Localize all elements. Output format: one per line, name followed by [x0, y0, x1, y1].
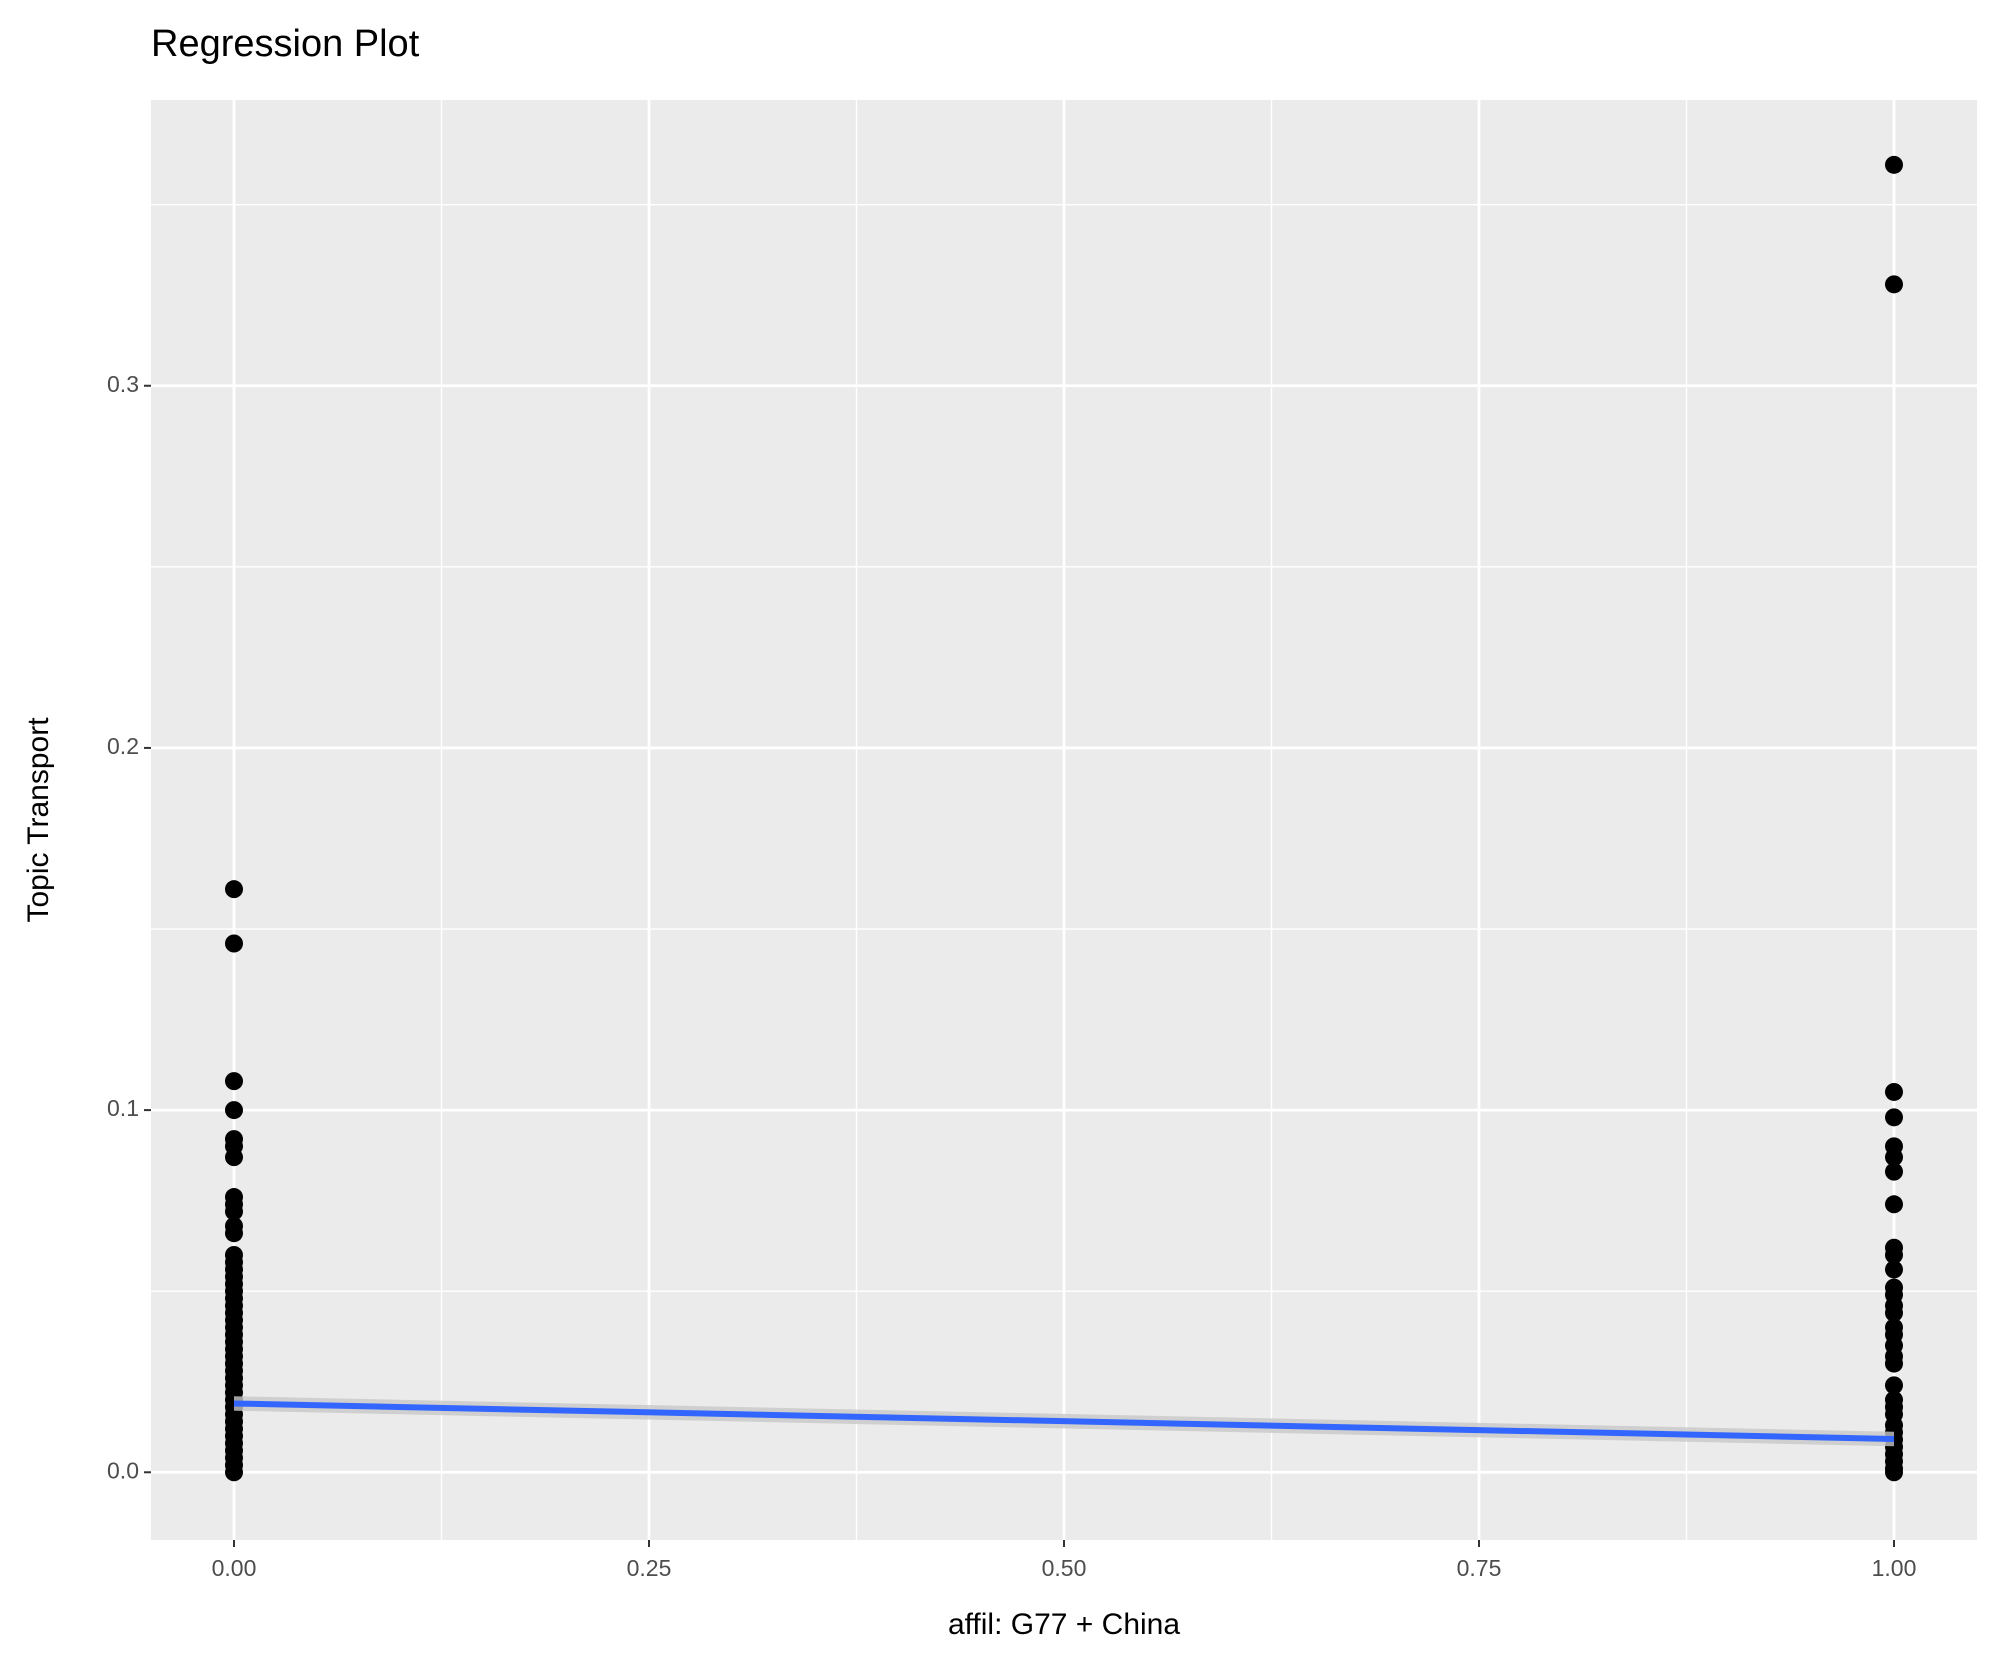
point: [225, 880, 243, 899]
point: [1885, 155, 1903, 174]
x-tick-label: 0.25: [627, 1555, 672, 1581]
y-tick-label: 0.2: [107, 733, 139, 759]
point: [1885, 1463, 1903, 1482]
x-tick-label: 0.50: [1042, 1555, 1087, 1581]
point: [225, 1072, 243, 1091]
y-tick-label: 0.3: [107, 371, 139, 397]
point: [1885, 1195, 1903, 1214]
x-tick-label: 0.00: [212, 1555, 257, 1581]
point: [225, 1101, 243, 1120]
y-axis-title: Topic Transport: [22, 717, 55, 923]
point: [225, 1148, 243, 1167]
chart-title: Regression Plot: [151, 23, 420, 65]
point: [1885, 1260, 1903, 1279]
point: [1885, 1376, 1903, 1395]
point: [1885, 1303, 1903, 1322]
x-axis-title: affil: G77 + China: [948, 1608, 1180, 1641]
point: [1885, 1354, 1903, 1373]
point: [1885, 1148, 1903, 1167]
point: [225, 1224, 243, 1243]
point: [1885, 1162, 1903, 1181]
point: [1885, 1245, 1903, 1264]
point: [1885, 275, 1903, 294]
point: [1885, 1082, 1903, 1101]
y-tick-label: 0.0: [107, 1457, 139, 1483]
point: [225, 1202, 243, 1221]
x-tick-label: 1.00: [1872, 1555, 1917, 1581]
x-tick-label: 0.75: [1457, 1555, 1502, 1581]
point: [1885, 1108, 1903, 1127]
y-tick-label: 0.1: [107, 1095, 139, 1121]
point: [225, 934, 243, 953]
regression-line: [233, 1400, 1895, 1442]
point: [225, 1463, 243, 1482]
